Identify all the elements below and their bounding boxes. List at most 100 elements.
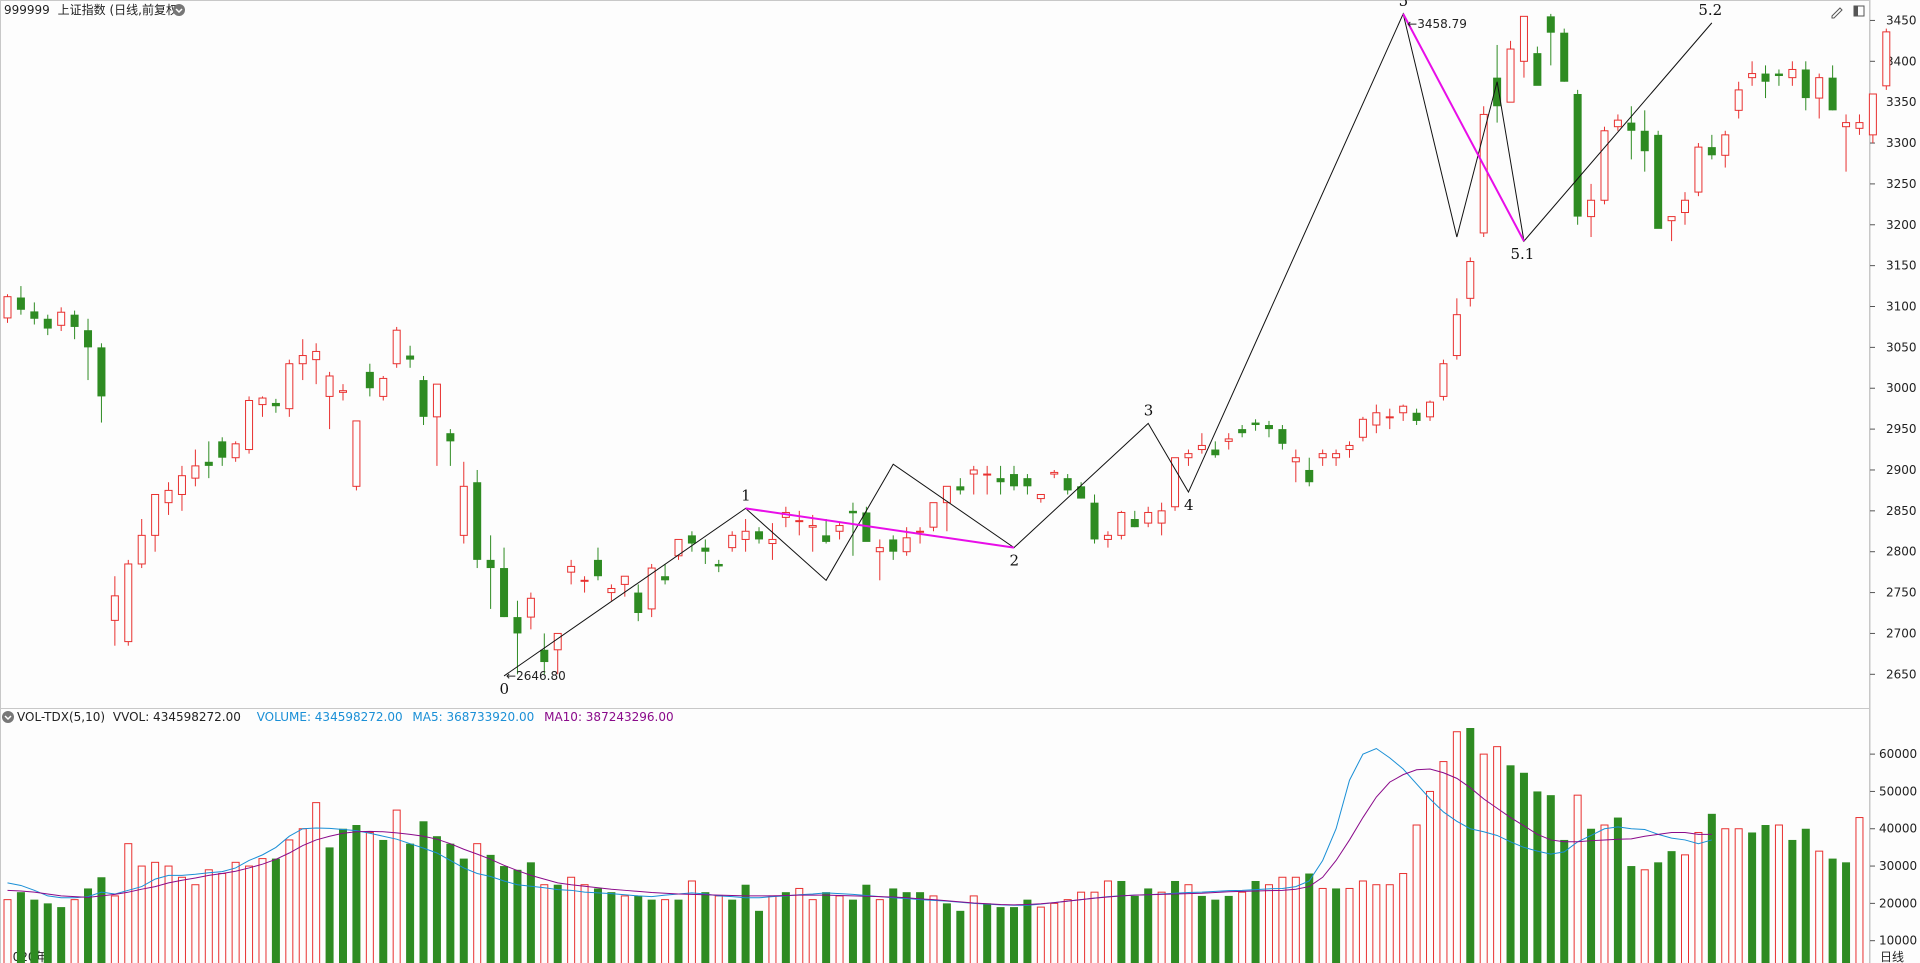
candle-body: [204, 461, 213, 466]
candle-body: [1399, 405, 1408, 414]
volume-bar: [768, 895, 777, 963]
candle-body: [620, 575, 629, 585]
volume-bar: [1452, 731, 1461, 963]
volume-bar: [57, 907, 66, 963]
dropdown-circle-icon[interactable]: [2, 711, 14, 723]
candle-body: [929, 502, 938, 528]
candle-body: [151, 493, 160, 536]
wave-line: [503, 12, 1713, 677]
candle-body: [661, 576, 670, 581]
volume-bar: [956, 910, 965, 963]
candle-body: [43, 318, 52, 329]
volume-bar: [1533, 791, 1542, 963]
volume-bar: [365, 831, 374, 963]
dropdown-circle-icon[interactable]: [173, 4, 185, 16]
candle-body: [352, 420, 361, 487]
price-tick-label: 3400: [1886, 54, 1917, 68]
wave-label: 5: [1399, 0, 1409, 10]
candle-body: [687, 535, 696, 544]
candle-body: [30, 311, 39, 319]
candle-body: [164, 489, 173, 504]
volume-bar: [1587, 828, 1596, 963]
volume-bar: [620, 895, 629, 963]
volume-bar: [1291, 876, 1300, 963]
volume-bar: [151, 861, 160, 963]
volume-bar: [1493, 746, 1502, 963]
candle-body: [956, 486, 965, 491]
candle-body: [553, 632, 562, 651]
candle-body: [875, 547, 884, 553]
price-axis: 2650 2700 2750 2800 2850 2900 2950 3000 3050 3100…: [1870, 13, 1917, 681]
volume-bar: [1144, 888, 1153, 963]
candle-body: [1707, 147, 1716, 156]
volume-bar: [1077, 891, 1086, 963]
candle-body: [137, 534, 146, 565]
pencil-icon[interactable]: [1831, 7, 1843, 19]
volume-bar: [218, 873, 227, 963]
candle-body: [768, 538, 777, 545]
price-tick-label: 3250: [1886, 177, 1917, 191]
candle-body: [312, 350, 321, 361]
candle-body: [1345, 444, 1354, 451]
volume-bar: [996, 907, 1005, 963]
candle-body: [419, 380, 428, 417]
volume-bar: [1050, 902, 1059, 963]
candle-body: [1385, 416, 1394, 419]
candle-body: [1882, 31, 1891, 87]
candle-body: [473, 482, 482, 560]
chart-header: 999999 上证指数 (日线,前复权): [4, 2, 183, 17]
candle-body: [755, 531, 764, 540]
volume-bar: [808, 899, 817, 963]
candle-body: [97, 347, 106, 397]
volume-bar: [245, 865, 254, 963]
volume-bar: [1103, 880, 1112, 963]
candle-body: [298, 355, 307, 365]
volume-bar: [580, 884, 589, 963]
volume-bar: [1546, 795, 1555, 963]
volume-bar: [1654, 862, 1663, 963]
volume-bar: [298, 828, 307, 963]
volume-bar: [271, 858, 280, 963]
volume-bar: [1036, 906, 1045, 963]
candle-body: [177, 475, 186, 495]
volume-bar: [1358, 880, 1367, 963]
wave-label: 0: [500, 680, 510, 698]
volume-bar: [1264, 884, 1273, 963]
candle-body: [1010, 474, 1018, 487]
volume-bar: [164, 865, 173, 963]
window-icon[interactable]: [1853, 5, 1865, 17]
candle-body: [1372, 412, 1381, 426]
candle-body: [567, 565, 576, 573]
volume-bar: [1063, 899, 1072, 963]
candle-body: [1842, 122, 1851, 128]
candle-body: [1238, 429, 1247, 434]
volume-tick-label: 40000: [1879, 822, 1917, 836]
volume-bar: [446, 843, 455, 963]
symbol-name: 上证指数: [58, 2, 106, 17]
volume-bar: [419, 821, 428, 963]
volume-bar: [687, 880, 696, 963]
volume-bar: [1600, 824, 1609, 963]
volume-bar: [661, 899, 670, 963]
price-tick-label: 2750: [1886, 586, 1917, 600]
price-tick-label: 3000: [1886, 381, 1917, 395]
candle-body: [1694, 146, 1703, 193]
volume-bar: [701, 892, 710, 963]
volume-bar: [258, 858, 267, 963]
candle-body: [379, 377, 388, 397]
price-tick-label: 2700: [1886, 626, 1917, 640]
candle-body: [231, 443, 240, 459]
candle-body: [1640, 130, 1649, 152]
price-tick-label: 3350: [1886, 95, 1917, 109]
candlestick-series: [3, 13, 1891, 675]
volume-bar: [1184, 884, 1193, 963]
candle-body: [1774, 73, 1783, 77]
price-tick-label: 3150: [1886, 259, 1917, 273]
wave-label: 4: [1184, 496, 1194, 514]
volume-tick-label: 60000: [1879, 747, 1917, 761]
volume-bar: [1345, 887, 1354, 963]
candle-body: [942, 485, 951, 504]
candle-body: [540, 649, 549, 663]
volume-bar: [16, 892, 25, 963]
candle-body: [1278, 429, 1287, 444]
